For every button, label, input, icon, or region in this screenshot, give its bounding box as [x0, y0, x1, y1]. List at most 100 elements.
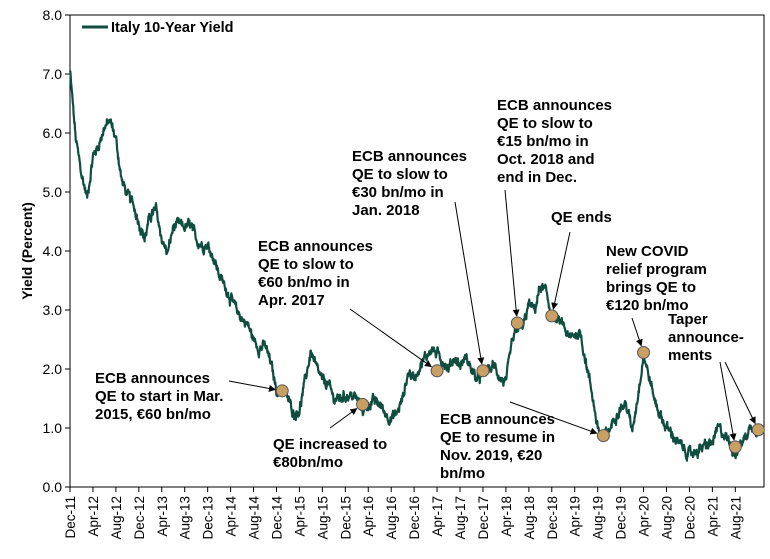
event-marker	[356, 397, 370, 411]
annotation-line: €60 bn/mo in	[258, 274, 350, 291]
x-tick-label: Aug-19	[591, 496, 606, 540]
annotation-arrow	[504, 189, 520, 317]
annotation-arrow	[509, 401, 598, 435]
x-tick-label: Aug-20	[659, 496, 674, 540]
x-tick-label: Aug-14	[247, 496, 262, 540]
annotation-line: relief program	[606, 261, 707, 278]
x-tick-label: Apr-12	[86, 496, 101, 537]
event-marker	[275, 384, 289, 398]
x-tick-label: Apr-18	[499, 496, 514, 537]
x-tick-label: Apr-19	[568, 496, 583, 537]
x-tick-label: Aug-21	[728, 496, 743, 540]
y-axis-label: Yield (Percent)	[19, 202, 35, 300]
y-tick-label: 7.0	[43, 66, 63, 82]
annotation-line: Apr. 2017	[258, 292, 325, 309]
x-tick-label: Dec-20	[682, 496, 697, 540]
legend: Italy 10-Year Yield	[82, 20, 234, 36]
x-tick-label: Dec-11	[63, 496, 78, 539]
x-axis: Dec-11 Apr-12 Aug-12 Dec-12 Apr-13 Aug-13 Dec-…	[63, 487, 743, 540]
y-tick-label: 8.0	[43, 7, 63, 23]
x-tick-label: Aug-18	[522, 496, 537, 540]
event-marker	[728, 440, 742, 454]
annotation-line: €120 bn/mo	[606, 297, 689, 314]
x-tick-label: Apr-21	[705, 496, 720, 537]
annotation-arrow	[228, 380, 276, 392]
annotation-arrow	[349, 308, 432, 368]
y-tick-label: 5.0	[43, 184, 63, 200]
annotation: ECB announces QE to slow to €15 bn/mo in Oc…	[497, 97, 612, 186]
annotation-line: QE increased to	[273, 436, 387, 453]
annotation-line: QE to slow to	[258, 256, 354, 273]
arrows-group	[228, 189, 756, 441]
y-tick-label: 4.0	[43, 243, 63, 259]
annotation-line: brings QE to	[606, 279, 696, 296]
x-tick-label: Dec-15	[338, 496, 353, 540]
annotation: Taper announce-ments	[668, 311, 744, 364]
annotation-line: €80bn/mo	[273, 454, 343, 471]
x-tick-label: Apr-16	[361, 496, 376, 537]
event-marker	[430, 364, 444, 378]
annotation-line: end in Dec.	[497, 169, 577, 186]
y-tick-label: 6.0	[43, 125, 63, 141]
annotation-line: QE to resume in	[440, 429, 555, 446]
x-tick-label: Aug-13	[178, 496, 193, 540]
annotation-arrow	[454, 201, 485, 365]
x-tick-label: Apr-17	[430, 496, 445, 537]
x-tick-label: Apr-20	[637, 496, 652, 537]
annotation-line: 2015, €60 bn/mo	[95, 406, 211, 423]
x-tick-label: Dec-17	[476, 496, 491, 540]
annotation: ECB announces QE to resume in Nov. 2019, €…	[440, 411, 555, 482]
annotation-line: bn/mo	[440, 465, 485, 482]
event-marker	[751, 423, 765, 437]
x-tick-label: Aug-16	[384, 496, 399, 540]
x-tick-label: Apr-15	[292, 496, 307, 537]
annotation: ECB announces QE to slow to €30 bn/mo in Ja…	[352, 148, 467, 219]
x-tick-label: Apr-14	[224, 496, 239, 537]
annotation: ECB announces QE to slow to €60 bn/mo in Ap…	[258, 238, 373, 309]
y-tick-label: 3.0	[43, 302, 63, 318]
annotation-line: announce-	[668, 329, 744, 346]
annotation-arrow	[329, 408, 358, 429]
annotation-line: €15 bn/mo in	[497, 133, 589, 150]
event-marker	[596, 429, 610, 443]
x-tick-label: Aug-15	[315, 496, 330, 540]
annotation-line: QE to start in Mar.	[95, 388, 223, 405]
annotation: ECB announces QE to start in Mar. 2015, €6…	[95, 370, 223, 423]
annotation: QE increased to €80bn/mo	[273, 436, 387, 471]
x-tick-label: Dec-14	[269, 496, 284, 540]
x-tick-label: Dec-12	[132, 496, 147, 540]
y-tick-label: 2.0	[43, 361, 63, 377]
x-tick-label: Dec-19	[614, 496, 629, 540]
annotations-group: ECB announces QE to start in Mar. 2015, €6…	[95, 97, 744, 482]
event-marker	[510, 316, 524, 330]
x-tick-label: Aug-12	[109, 496, 124, 540]
annotation-line: ments	[668, 347, 712, 364]
annotation-line: Taper	[668, 311, 708, 328]
x-tick-label: Aug-17	[453, 496, 468, 540]
annotation-line: Oct. 2018 and	[497, 151, 595, 168]
annotation-line: €30 bn/mo in	[352, 184, 444, 201]
x-tick-label: Dec-13	[201, 496, 216, 540]
annotation-arrow	[551, 231, 571, 310]
event-marker	[476, 364, 490, 378]
annotation-line: Nov. 2019, €20	[440, 447, 542, 464]
y-tick-label: 1.0	[43, 420, 63, 436]
annotation-line: ECB announces	[95, 370, 210, 387]
annotation-line: ECB announces	[258, 238, 373, 255]
legend-label: Italy 10-Year Yield	[111, 20, 234, 36]
x-tick-label: Dec-18	[545, 496, 560, 540]
x-tick-label: Apr-13	[155, 496, 170, 537]
annotation-line: ECB announces	[497, 97, 612, 114]
markers-group	[275, 309, 765, 454]
event-marker	[545, 309, 559, 323]
annotation-line: New COVID	[606, 243, 689, 260]
annotation-line: QE ends	[551, 209, 612, 226]
annotation-arrow	[719, 361, 737, 441]
event-marker	[637, 345, 651, 359]
annotation-line: Jan. 2018	[352, 202, 420, 219]
annotation: QE ends	[551, 209, 612, 226]
annotation: New COVID relief program brings QE to €120 …	[606, 243, 707, 314]
plot-area	[69, 14, 765, 488]
annotation-line: ECB announces	[440, 411, 555, 428]
